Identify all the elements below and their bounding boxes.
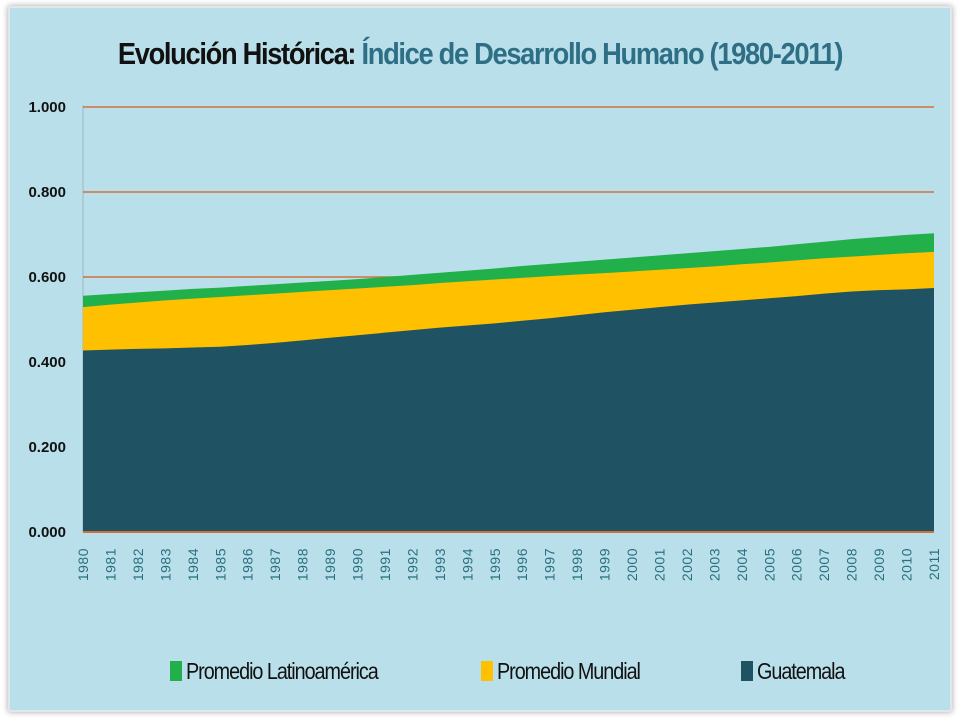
y-tick-label: 0.000 [28, 524, 66, 541]
x-tick-label: 2008 [844, 548, 860, 581]
x-tick-label: 2003 [706, 548, 722, 581]
x-tick-label: 2004 [734, 548, 750, 581]
y-tick-label: 1.000 [28, 99, 66, 116]
legend-label-guatemala: Guatemala [757, 657, 846, 684]
x-tick-label: 1986 [240, 548, 256, 581]
chart-title: Evolución Histórica: Índice de Desarroll… [58, 36, 903, 86]
chart-title-sub: Índice de Desarrollo Humano (1980-2011) [361, 36, 843, 71]
x-tick-label: 2002 [679, 548, 695, 581]
x-tick-label: 1994 [459, 548, 475, 581]
legend-item-mundial: Promedio Mundial [481, 656, 663, 686]
chart-legend: Promedio Latinoamérica Promedio Mundial … [0, 656, 960, 686]
x-tick-label: 2006 [789, 548, 805, 581]
x-tick-label: 1998 [569, 548, 585, 581]
x-tick-label: 2009 [871, 548, 887, 581]
x-tick-label: 1999 [597, 548, 613, 581]
area-guatemala [83, 288, 934, 532]
chart-title-main: Evolución Histórica: [117, 36, 357, 71]
x-tick-label: 1988 [295, 548, 311, 581]
x-tick-label: 2005 [761, 548, 777, 581]
y-tick-label: 0.400 [28, 354, 66, 371]
x-tick-label: 1997 [542, 548, 558, 581]
x-tick-label: 1981 [102, 548, 118, 581]
x-tick-label: 1987 [267, 548, 283, 581]
x-tick-label: 1995 [487, 548, 503, 581]
x-tick-label: 1983 [157, 548, 173, 581]
x-tick-label: 1990 [350, 548, 366, 581]
x-tick-label: 1980 [75, 548, 91, 581]
legend-item-latinoamerica: Promedio Latinoamérica [170, 656, 409, 686]
x-tick-label: 1991 [377, 548, 393, 581]
x-tick-label: 1985 [212, 548, 228, 581]
x-tick-label: 2001 [651, 548, 667, 581]
x-tick-label: 1984 [185, 548, 201, 581]
x-tick-label: 2007 [816, 548, 832, 581]
x-tick-label: 1989 [322, 548, 338, 581]
x-tick-label: 2011 [926, 548, 942, 580]
x-tick-label: 2010 [899, 548, 915, 581]
legend-swatch-mundial [481, 661, 493, 681]
x-tick-label: 1996 [514, 548, 530, 581]
legend-swatch-guatemala [741, 661, 753, 681]
legend-item-guatemala: Guatemala [741, 656, 859, 686]
y-tick-label: 0.200 [28, 439, 66, 456]
legend-label-mundial: Promedio Mundial [497, 657, 641, 684]
legend-swatch-latinoamerica [170, 661, 182, 681]
y-tick-label: 0.600 [28, 269, 66, 286]
x-tick-label: 2000 [624, 548, 640, 581]
x-tick-label: 1992 [404, 548, 420, 581]
x-tick-label: 1993 [432, 548, 448, 581]
y-tick-label: 0.800 [28, 184, 66, 201]
x-tick-label: 1982 [130, 548, 146, 581]
legend-label-latinoamerica: Promedio Latinoamérica [186, 657, 379, 684]
